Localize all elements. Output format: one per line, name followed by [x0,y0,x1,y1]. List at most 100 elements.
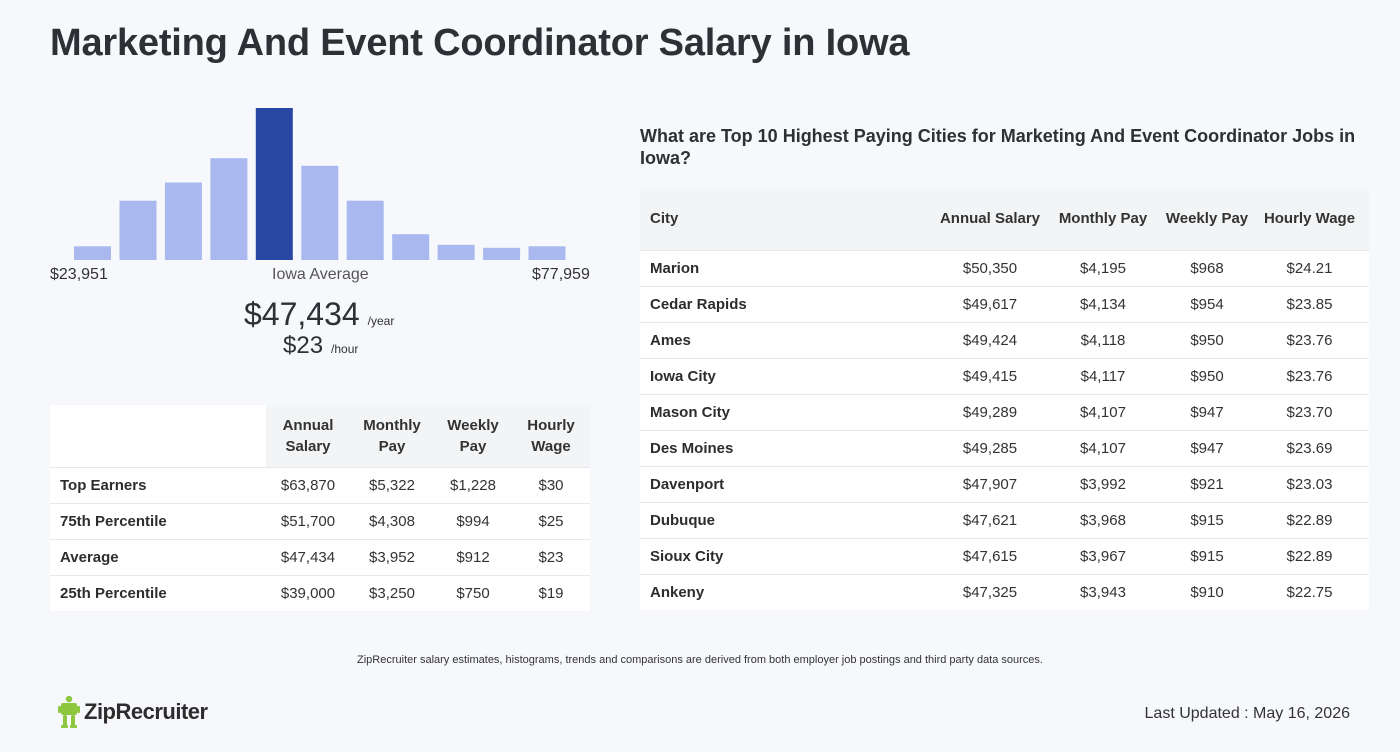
cell-monthly: $4,118 [1042,321,1164,358]
top-cities-table: City Annual Salary Monthly Pay Weekly Pa… [640,188,1369,610]
cell-monthly: $3,952 [350,538,434,575]
city-name: Sioux City [640,537,938,574]
cell-monthly: $4,107 [1042,429,1164,466]
histogram-bar-11 [528,246,566,260]
header-annual-salary: Annual Salary [938,188,1042,250]
cell-weekly: $950 [1164,357,1250,394]
cell-annual: $47,325 [938,573,1042,610]
cell-annual: $47,434 [266,538,350,575]
row-label: 25th Percentile [50,574,266,611]
histogram-bar-6 [301,165,339,260]
cell-hourly: $23.70 [1250,393,1369,430]
data-source-footnote: ZipRecruiter salary estimates, histogram… [357,654,1043,666]
cell-weekly: $921 [1164,465,1250,502]
cell-monthly: $5,322 [350,466,434,503]
cell-annual: $47,621 [938,501,1042,538]
header-monthly-pay: Monthly Pay [350,405,434,467]
cell-hourly: $23.76 [1250,357,1369,394]
year-unit: /year [367,314,395,328]
cell-annual: $50,350 [938,249,1042,286]
histogram-bar-7 [346,200,384,260]
cell-monthly: $3,992 [1042,465,1164,502]
cell-monthly: $3,250 [350,574,434,611]
table-row: Davenport $47,907 $3,992 $921 $23.03 [640,465,1369,502]
header-monthly-pay: Monthly Pay [1042,188,1164,250]
cell-hourly: $23.03 [1250,465,1369,502]
cell-annual: $39,000 [266,574,350,611]
cell-annual: $49,415 [938,357,1042,394]
cell-weekly: $968 [1164,249,1250,286]
last-updated: Last Updated : May 16, 2026 [1144,705,1350,722]
table-row: Marion $50,350 $4,195 $968 $24.21 [640,249,1369,286]
header-weekly-pay: Weekly Pay [1164,188,1250,250]
histogram-bar-10 [483,247,521,260]
cell-monthly: $3,967 [1042,537,1164,574]
cell-monthly: $3,943 [1042,573,1164,610]
table-row: Average $47,434 $3,952 $912 $23 [50,538,590,575]
cell-monthly: $4,117 [1042,357,1164,394]
header-city: City [640,188,938,250]
histogram-min-label: $23,951 [50,266,108,283]
histogram-bar-2 [119,200,157,260]
cell-hourly: $24.21 [1250,249,1369,286]
cell-monthly: $4,107 [1042,393,1164,430]
table-row: Cedar Rapids $49,617 $4,134 $954 $23.85 [640,285,1369,322]
ziprecruiter-logo[interactable]: ZipRecruiter [58,695,208,729]
row-label: 75th Percentile [50,502,266,539]
cell-hourly: $25 [512,502,590,539]
cell-hourly: $22.89 [1250,501,1369,538]
header-annual-salary: Annual Salary [266,405,350,467]
city-name: Cedar Rapids [640,285,938,322]
cell-weekly: $912 [434,538,512,575]
cell-weekly: $915 [1164,501,1250,538]
cell-weekly: $994 [434,502,512,539]
cell-monthly: $4,308 [350,502,434,539]
cities-heading: What are Top 10 Highest Paying Cities fo… [640,126,1356,168]
cell-weekly: $1,228 [434,466,512,503]
row-label: Average [50,538,266,575]
city-name: Ankeny [640,573,938,610]
cell-hourly: $30 [512,466,590,503]
histogram-bar-4 [210,158,248,260]
cell-annual: $49,289 [938,393,1042,430]
cell-weekly: $947 [1164,429,1250,466]
cell-weekly: $950 [1164,321,1250,358]
cell-weekly: $954 [1164,285,1250,322]
cell-annual: $49,285 [938,429,1042,466]
histogram-average-label: Iowa Average [272,266,369,283]
row-label: Top Earners [50,466,266,503]
histogram-max-label: $77,959 [532,266,590,283]
cell-weekly: $750 [434,574,512,611]
city-name: Des Moines [640,429,938,466]
cities-table-header: City Annual Salary Monthly Pay Weekly Pa… [640,188,1369,250]
zip-mascot-icon [58,695,80,728]
cell-annual: $49,617 [938,285,1042,322]
percentile-table: Annual Salary Monthly Pay Weekly Pay Hou… [50,405,590,611]
cell-hourly: $23.76 [1250,321,1369,358]
cell-hourly: $22.89 [1250,537,1369,574]
cell-annual: $49,424 [938,321,1042,358]
histogram-bar-3 [164,182,202,260]
header-weekly-pay: Weekly Pay [434,405,512,467]
cell-annual: $47,907 [938,465,1042,502]
cell-monthly: $4,195 [1042,249,1164,286]
cell-hourly: $23.85 [1250,285,1369,322]
table-row: Sioux City $47,615 $3,967 $915 $22.89 [640,537,1369,574]
city-name: Marion [640,249,938,286]
cell-weekly: $910 [1164,573,1250,610]
histogram-svg [74,108,566,260]
city-name: Iowa City [640,357,938,394]
city-name: Davenport [640,465,938,502]
city-name: Mason City [640,393,938,430]
header-hourly-wage: Hourly Wage [512,405,590,467]
table-row: 75th Percentile $51,700 $4,308 $994 $25 [50,502,590,539]
table-row: 25th Percentile $39,000 $3,250 $750 $19 [50,574,590,611]
cell-annual: $51,700 [266,502,350,539]
header-hourly-wage: Hourly Wage [1250,188,1369,250]
cell-annual: $63,870 [266,466,350,503]
histogram-bar-9 [437,244,475,260]
table-row: Dubuque $47,621 $3,968 $915 $22.89 [640,501,1369,538]
histogram-bar-5 [255,108,293,260]
table-row: Mason City $49,289 $4,107 $947 $23.70 [640,393,1369,430]
histogram-bar-1 [74,246,111,260]
